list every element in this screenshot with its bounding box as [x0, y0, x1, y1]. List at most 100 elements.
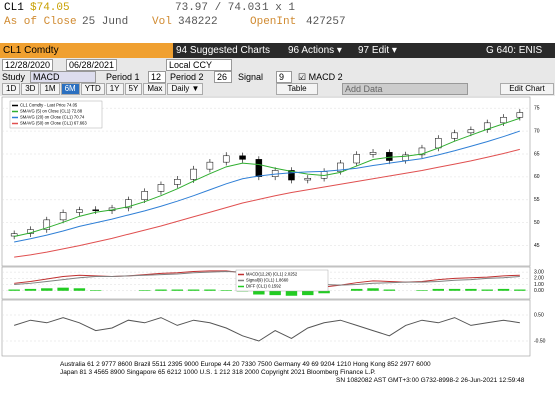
y-tick-label: 0.50: [534, 312, 544, 318]
y-tick-label: 65: [534, 151, 540, 157]
p2-label: Period 2: [170, 71, 204, 83]
candle-body: [190, 168, 197, 180]
candle-body: [304, 177, 312, 181]
range-button[interactable]: YTD: [80, 83, 105, 95]
footer-line: Japan 81 3 4565 8900 Singapore 65 6212 1…: [60, 369, 376, 376]
end-date[interactable]: 06/28/2021: [66, 59, 118, 71]
candle-body: [174, 179, 181, 185]
legend-box: [9, 100, 103, 129]
menu[interactable]: 97 Edit ▾: [358, 43, 397, 58]
panel: [1, 96, 531, 267]
candle-body: [141, 191, 148, 200]
ticker: CL1: [4, 2, 24, 14]
range-buttons: 1D 3D 1M 6M YTD 1Y 5Y Max Daily ▼: [2, 83, 204, 95]
currency[interactable]: Local CCY: [166, 59, 232, 71]
sig-label: Signal: [238, 71, 264, 83]
y-tick-label: 0.00: [534, 288, 544, 294]
edit-chart[interactable]: Edit Chart: [500, 83, 554, 95]
histogram-bar: [465, 288, 477, 291]
y-tick-label: 55: [534, 197, 540, 203]
y-tick-label: 3.00: [534, 269, 544, 275]
series-line: [14, 317, 520, 342]
candle-body: [206, 161, 214, 170]
range-button[interactable]: 1D: [2, 83, 21, 95]
legend-label: CL1 Comdty - Last Price 74.05: [20, 103, 78, 108]
study[interactable]: MACD: [30, 71, 96, 83]
y-tick-label: 2.00: [534, 276, 544, 282]
histogram-bar: [318, 290, 330, 294]
histogram-bar: [416, 290, 428, 291]
candle-body: [353, 154, 360, 164]
series-line: [14, 130, 521, 243]
candle-body: [125, 199, 132, 209]
y-tick-label: 60: [534, 174, 540, 180]
add-data[interactable]: Add Data: [342, 83, 468, 95]
footer: [0, 358, 555, 400]
legend-box: [235, 269, 329, 292]
range-button[interactable]: 5Y: [124, 83, 143, 95]
candle-body: [369, 152, 377, 155]
histogram-bar: [432, 288, 444, 291]
histogram-bar: [220, 290, 232, 291]
histogram-bar: [24, 288, 37, 291]
candle-body: [43, 219, 51, 230]
checkbox[interactable]: ☑: [298, 72, 309, 82]
range-button[interactable]: 6M: [60, 83, 80, 95]
page-id: G 640: ENIS: [486, 43, 543, 58]
histogram-bar: [481, 289, 493, 291]
menu[interactable]: 96 Actions ▾: [288, 43, 342, 58]
p2[interactable]: 26: [214, 71, 232, 83]
p1[interactable]: 12: [148, 71, 166, 83]
security[interactable]: CL1 Comdty: [0, 43, 173, 58]
histogram-bar: [514, 289, 526, 291]
range-button[interactable]: 1M: [40, 83, 60, 95]
series-line: [14, 117, 521, 237]
legend-label: SMAVG (20) on Close (CL1) 70.74: [20, 115, 85, 120]
legend-label: SMAVG (5) on Close (CL1) 72.88: [20, 109, 83, 114]
candle-body: [516, 112, 524, 118]
histogram-bar: [138, 290, 151, 291]
legend-label: DIFF (CL1) 0.1592: [246, 284, 282, 289]
histogram-bar: [155, 289, 167, 291]
candle-body: [451, 132, 458, 139]
y-tick-label: -0.50: [534, 338, 546, 344]
series-line: [14, 148, 520, 258]
vol-label: Vol: [152, 16, 172, 28]
table-btn[interactable]: Table: [276, 83, 318, 95]
oi: 427257: [306, 16, 346, 28]
histogram-bar: [90, 290, 102, 291]
histogram-bar: [204, 289, 216, 291]
y-tick-label: 1.00: [534, 282, 544, 288]
date: 25 Jund: [82, 16, 129, 28]
sig[interactable]: 9: [276, 71, 292, 83]
macd2[interactable]: ☑ MACD 2: [298, 71, 343, 83]
histogram-bar: [253, 290, 265, 295]
candle-body: [418, 147, 426, 156]
histogram-bar: [448, 288, 461, 291]
macd2-label: MACD 2: [308, 72, 343, 82]
start-date[interactable]: 12/28/2020: [2, 59, 54, 71]
histogram-bar: [302, 290, 314, 296]
histogram-bar: [269, 290, 281, 296]
range-button[interactable]: 3D: [21, 83, 40, 95]
size: 1 x 1: [262, 2, 296, 14]
range-button[interactable]: Daily ▼: [167, 83, 204, 95]
footer-line: SN 1082082 AST GMT+3:00 G732-8998-2 26-J…: [336, 377, 525, 384]
bid-ask: 73.97 / 74.03: [175, 2, 261, 14]
candle-body: [239, 155, 246, 160]
histogram-bar: [285, 290, 298, 296]
legend-label: SMAVG (50) on Close (CL1) 67.663: [20, 121, 87, 126]
menu[interactable]: 94 Suggested Charts: [176, 43, 270, 58]
histogram-bar: [187, 289, 200, 291]
panel: [1, 299, 531, 357]
legend-label: Signal(9) (CL1) 1.8660: [246, 278, 289, 283]
price: $74.05: [30, 2, 70, 14]
range-button[interactable]: 1Y: [105, 83, 124, 95]
range-button[interactable]: Max: [143, 83, 167, 95]
candle-body: [435, 138, 442, 149]
candle-body: [157, 184, 165, 192]
y-tick-label: 75: [534, 105, 540, 111]
candle-body: [386, 152, 393, 161]
oi-label: OpenInt: [250, 16, 297, 28]
candle-body: [76, 209, 83, 213]
